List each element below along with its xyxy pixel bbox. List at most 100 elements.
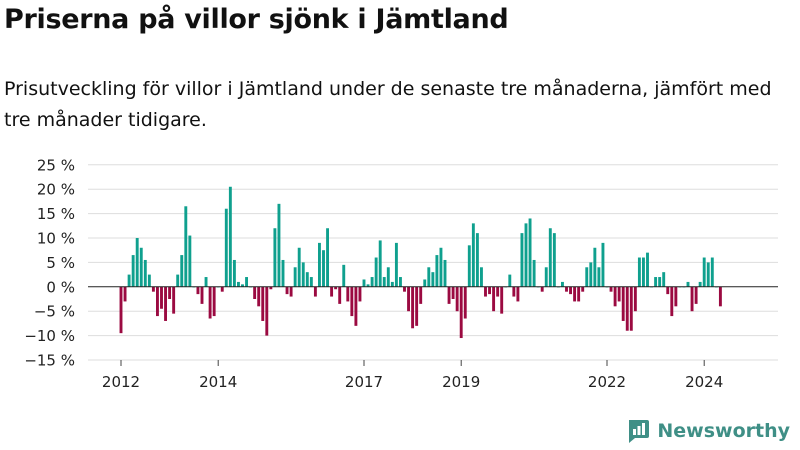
y-tick-label: 5 %	[46, 254, 75, 272]
y-tick-label: 10 %	[37, 230, 75, 248]
bar	[322, 250, 325, 287]
bar	[374, 257, 378, 287]
brand-logo: Newsworthy	[625, 418, 790, 444]
bar	[581, 286, 585, 292]
bar	[261, 286, 265, 321]
y-tick-label: 0 %	[46, 278, 75, 296]
bar-chart: −15 % −10 % −5 % 0 % 5 % 10 % 15 % 20 % 25 % 2012…	[24, 156, 778, 390]
bar	[524, 223, 528, 287]
bar	[471, 223, 475, 287]
bar	[552, 233, 556, 287]
bar	[528, 218, 532, 287]
bar	[289, 286, 293, 297]
brand-name: Newsworthy	[657, 420, 790, 442]
chart-title: Priserna på villor sjönk i Jämtland	[4, 4, 509, 35]
bar	[573, 286, 577, 302]
bar	[224, 208, 228, 287]
bar	[301, 262, 305, 287]
bar	[419, 286, 423, 304]
bar	[362, 279, 366, 287]
axes	[88, 286, 778, 366]
bar	[508, 274, 512, 287]
bar	[135, 238, 139, 287]
bar	[143, 259, 147, 287]
bar	[451, 286, 455, 299]
bar	[625, 286, 629, 331]
bar	[492, 286, 496, 312]
bar	[273, 228, 277, 287]
gridlines	[88, 164, 778, 361]
bar	[710, 257, 714, 287]
bar	[520, 233, 524, 287]
bar	[686, 281, 690, 287]
bar	[399, 277, 402, 287]
x-tick-label: 2017	[345, 373, 383, 390]
bar	[386, 267, 390, 287]
bar	[382, 277, 386, 287]
bar	[463, 286, 467, 319]
bar	[232, 259, 236, 287]
bar	[334, 286, 338, 290]
x-tick-label: 2022	[588, 373, 626, 390]
x-tick-label: 2014	[199, 373, 237, 390]
bar	[131, 255, 135, 287]
bar	[475, 233, 479, 287]
bar	[427, 267, 431, 287]
bar	[326, 228, 329, 287]
bar	[423, 279, 427, 287]
bar	[245, 277, 248, 287]
bar	[718, 286, 722, 307]
bar	[666, 286, 670, 295]
y-tick-label: 25 %	[37, 156, 75, 174]
bar	[342, 264, 346, 287]
bar	[540, 286, 544, 292]
bar	[637, 257, 641, 287]
bar	[561, 281, 564, 287]
bar	[253, 286, 257, 299]
bar	[609, 286, 613, 292]
bar	[200, 286, 204, 304]
bar	[593, 247, 597, 287]
bar	[694, 286, 698, 304]
bar	[613, 286, 617, 307]
bar	[309, 277, 313, 287]
bar	[500, 286, 504, 314]
bar	[447, 286, 451, 304]
bar	[439, 247, 443, 287]
bar	[654, 277, 658, 287]
bar	[597, 267, 601, 287]
bar	[346, 286, 350, 302]
bar	[516, 286, 520, 302]
bar	[172, 286, 176, 314]
y-tick-label: 15 %	[37, 205, 75, 223]
bar	[467, 245, 471, 287]
bar	[366, 284, 370, 287]
bar	[318, 242, 321, 287]
bar	[151, 286, 155, 292]
bar	[601, 242, 605, 287]
bar	[208, 286, 212, 319]
bar	[281, 259, 285, 287]
bar	[269, 286, 273, 290]
bar	[285, 286, 289, 295]
bar	[330, 286, 334, 297]
bar	[569, 286, 572, 295]
bar	[204, 277, 208, 287]
bar	[662, 272, 666, 287]
bar	[184, 206, 188, 287]
bar	[706, 262, 710, 287]
bar	[415, 286, 419, 326]
bar	[407, 286, 410, 312]
x-tick-label: 2012	[102, 373, 140, 390]
bar	[358, 286, 362, 302]
y-tick-label: −10 %	[24, 327, 75, 345]
bar	[220, 286, 224, 292]
bar	[411, 286, 415, 329]
bar	[370, 277, 374, 287]
bar	[455, 286, 459, 312]
bar	[313, 286, 317, 297]
bar	[180, 255, 184, 287]
bar	[459, 286, 463, 339]
bar	[585, 267, 589, 287]
bar	[544, 267, 548, 287]
